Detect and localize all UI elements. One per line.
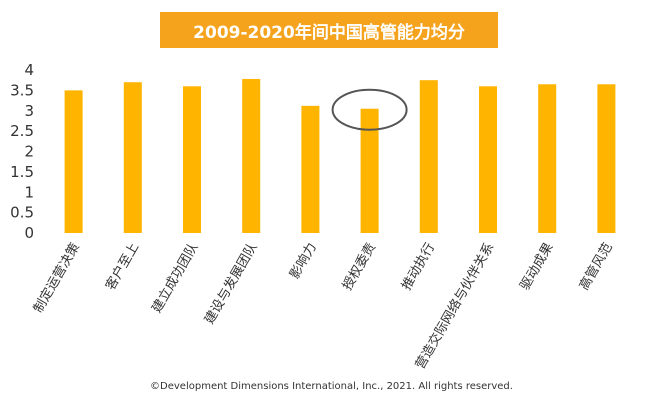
bar <box>242 78 261 233</box>
x-tick-label: 影响力 <box>286 240 319 282</box>
x-tick-label: 客户至上 <box>102 240 142 293</box>
bar-chart: 0 0.5 1 1.5 2 2.5 3 3.5 4 制定运营决策 客户至上 建立成功团队 建设与发展团… <box>10 61 616 372</box>
y-tick-label: 2.5 <box>10 122 34 140</box>
x-tick-label: 推动执行 <box>399 241 438 294</box>
x-tick-label: 驱动成果 <box>518 241 557 294</box>
bar <box>360 108 379 233</box>
x-tick-label: 建设与发展团队 <box>201 240 260 327</box>
annotations <box>331 88 408 131</box>
x-tick-label: 授权委责 <box>339 240 379 293</box>
bar <box>479 86 497 233</box>
bar <box>597 84 616 233</box>
y-tick-label: 3 <box>24 102 34 120</box>
bar <box>538 84 557 233</box>
bar <box>123 82 142 233</box>
bar <box>419 80 438 233</box>
y-axis-ticks: 0 0.5 1 1.5 2 2.5 3 3.5 4 <box>10 61 34 242</box>
copyright-footer: ©Development Dimensions International, I… <box>150 381 513 392</box>
y-tick-label: 3.5 <box>10 81 34 99</box>
bar <box>183 86 201 233</box>
bars <box>64 78 616 233</box>
y-tick-label: 1 <box>24 183 34 201</box>
x-axis-labels: 制定运营决策 客户至上 建立成功团队 建设与发展团队 影响力 授权委责 推动执行营造交际网络… <box>30 240 616 372</box>
y-tick-label: 0.5 <box>10 204 34 222</box>
y-tick-label: 0 <box>24 224 34 242</box>
x-tick-label: 建立成功团队 <box>149 241 201 316</box>
y-tick-label: 4 <box>24 61 34 79</box>
x-tick-label: 高管风范 <box>576 240 616 293</box>
bar <box>301 105 320 233</box>
chart-title: 2009-2020年间中国高管能力均分 <box>160 12 498 48</box>
y-tick-label: 2 <box>24 143 34 161</box>
highlight-ellipse <box>331 88 408 131</box>
y-tick-label: 1.5 <box>10 163 34 181</box>
x-tick-label: 制定运营决策 <box>30 240 83 316</box>
bar <box>64 90 83 233</box>
